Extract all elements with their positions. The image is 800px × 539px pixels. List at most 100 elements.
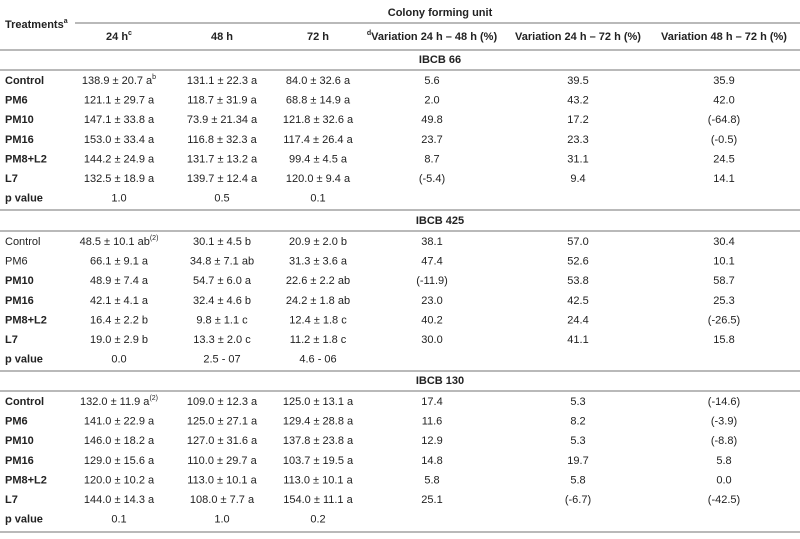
row-label: p value — [5, 354, 43, 366]
text: 13.3 ± 2.0 c — [193, 334, 251, 346]
text: 153.0 ± 33.4 a — [84, 134, 155, 146]
cell: 42.0 — [713, 95, 734, 107]
text: 20.9 ± 2.0 b — [289, 236, 347, 248]
text: 108.0 ± 7.7 a — [190, 494, 255, 506]
text: 34.8 ± 7.1 ab — [190, 256, 254, 268]
text: 116.8 ± 32.3 a — [187, 134, 257, 146]
text: 32.4 ± 4.6 b — [193, 295, 251, 307]
cell: 30.4 — [713, 236, 734, 248]
text: 12.9 — [421, 435, 442, 447]
text: Variation 24 h – 72 h (%) — [515, 31, 641, 43]
text: (-5.4) — [419, 173, 445, 185]
cell: 125.0 ± 27.1 a — [187, 416, 258, 428]
text: 38.1 — [421, 236, 442, 248]
text: 9.8 ± 1.1 c — [196, 314, 248, 326]
text: 0.0 — [716, 474, 731, 486]
row-label: Control — [5, 396, 44, 408]
text: 5.3 — [570, 435, 585, 447]
text: 31.3 ± 3.6 a — [289, 256, 348, 268]
text: 132.5 ± 18.9 a — [84, 173, 155, 185]
cell: 131.1 ± 22.3 a — [187, 75, 258, 87]
cell: 144.2 ± 24.9 a — [84, 153, 155, 165]
text: 1.0 — [214, 514, 229, 526]
text: 43.2 — [567, 95, 588, 107]
text: 30.1 ± 4.5 b — [193, 236, 251, 248]
row-label: PM16 — [5, 295, 34, 307]
cell: 23.7 — [421, 134, 442, 146]
cell: 118.7 ± 31.9 a — [187, 95, 257, 107]
cell: 15.8 — [713, 334, 734, 346]
text: L7 — [5, 494, 18, 506]
text: 35.9 — [713, 75, 734, 87]
cell: 12.9 — [421, 435, 442, 447]
text: 24.5 — [713, 153, 734, 165]
cell: 31.3 ± 3.6 a — [289, 256, 348, 268]
text: (-0.5) — [711, 134, 737, 146]
superscript: b — [152, 74, 156, 81]
cell: 137.8 ± 23.8 a — [283, 435, 354, 447]
group-title: IBCB 66 — [419, 54, 461, 66]
cell: 1.0 — [111, 193, 126, 205]
row-label: L7 — [5, 334, 18, 346]
text: (-64.8) — [708, 114, 740, 126]
cell: 125.0 ± 13.1 a — [283, 396, 354, 408]
cell: 12.4 ± 1.8 c — [289, 314, 347, 326]
text: 0.1 — [310, 193, 325, 205]
cell: 120.0 ± 9.4 a — [286, 173, 351, 185]
text: (-14.6) — [708, 396, 740, 408]
row-label: PM6 — [5, 416, 28, 428]
row-label: L7 — [5, 173, 18, 185]
cell: 0.0 — [111, 354, 126, 366]
text: 68.8 ± 14.9 a — [286, 95, 351, 107]
cell: 13.3 ± 2.0 c — [193, 334, 251, 346]
text: 144.2 ± 24.9 a — [84, 153, 155, 165]
text: 0.1 — [111, 514, 126, 526]
row-label: p value — [5, 514, 43, 526]
cell: 5.6 — [424, 75, 439, 87]
cell: 42.5 — [567, 295, 588, 307]
text: 11.2 ± 1.8 c — [290, 334, 347, 346]
text: 49.8 — [421, 114, 442, 126]
text: PM8+L2 — [5, 314, 47, 326]
text: 84.0 ± 32.6 a — [286, 75, 351, 87]
cell: 146.0 ± 18.2 a — [84, 435, 155, 447]
text: L7 — [5, 334, 18, 346]
text: 113.0 ± 10.1 a — [283, 474, 353, 486]
text: 48 h — [211, 31, 233, 43]
text: 147.1 ± 33.8 a — [84, 114, 155, 126]
text: 141.0 ± 22.9 a — [84, 416, 155, 428]
row-label: PM8+L2 — [5, 153, 47, 165]
text: 31.1 — [567, 153, 588, 165]
text: 138.9 ± 20.7 a — [82, 75, 153, 87]
text: 48.9 ± 7.4 a — [90, 275, 149, 287]
text: 23.7 — [421, 134, 442, 146]
text: 22.6 ± 2.2 ab — [286, 275, 350, 287]
text: 23.0 — [421, 295, 442, 307]
text: 121.1 ± 29.7 a — [84, 95, 155, 107]
header: Treatmentsa — [5, 18, 68, 31]
cell: (-64.8) — [708, 114, 740, 126]
text: 8.2 — [570, 416, 585, 428]
superscript: c — [128, 30, 132, 37]
cell: 99.4 ± 4.5 a — [289, 153, 348, 165]
text: p value — [5, 514, 43, 526]
text: (-8.8) — [711, 435, 737, 447]
text: 72 h — [307, 31, 329, 43]
cell: 5.3 — [570, 396, 585, 408]
cell: 54.7 ± 6.0 a — [193, 275, 252, 287]
cell: 154.0 ± 11.1 a — [283, 494, 353, 506]
cell: (-8.8) — [711, 435, 737, 447]
text: (-3.9) — [711, 416, 737, 428]
text: 5.3 — [570, 396, 585, 408]
superscript: (2) — [150, 235, 159, 242]
cell: 11.6 — [422, 416, 443, 428]
text: PM10 — [5, 435, 34, 447]
cell: 11.2 ± 1.8 c — [290, 334, 347, 346]
text: 19.7 — [567, 455, 588, 467]
text: 5.8 — [424, 474, 439, 486]
cell: 48.5 ± 10.1 ab(2) — [80, 235, 159, 248]
cell: 52.6 — [567, 256, 588, 268]
cell: (-42.5) — [708, 494, 740, 506]
text: 129.4 ± 28.8 a — [283, 416, 354, 428]
